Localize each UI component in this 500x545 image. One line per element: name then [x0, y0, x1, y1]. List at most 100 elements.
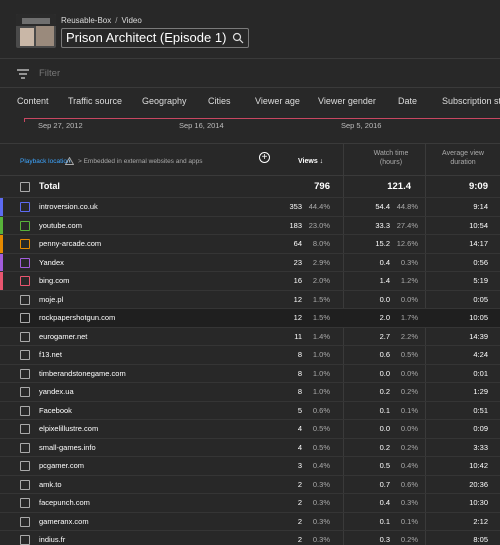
row-source-name[interactable]: facepunch.com [39, 498, 90, 507]
row-checkbox[interactable] [20, 257, 30, 268]
table-row[interactable]: pcgamer.com 3 0.4% 0.5 0.4% 10:42 [0, 456, 500, 475]
filter-input[interactable]: Filter [39, 68, 61, 79]
row-checkbox[interactable] [20, 387, 30, 397]
row-source-name[interactable]: moje.pl [39, 294, 64, 304]
row-checkbox[interactable] [20, 405, 30, 416]
table-row[interactable]: bing.com 16 2.0% 1.4 1.2% 5:19 [0, 271, 500, 290]
row-checkbox[interactable] [20, 442, 30, 453]
row-source-name[interactable]: timberandstonegame.com [39, 368, 126, 378]
row-watch-time: 0.0 [379, 368, 390, 378]
table-row[interactable]: Yandex 23 2.9% 0.4 0.3% 0:56 [0, 252, 500, 272]
series-color-bar [0, 309, 3, 327]
row-source-name[interactable]: penny-arcade.com [39, 239, 102, 248]
total-label: Total [39, 181, 60, 191]
row-watch-percent: 0.6% [400, 479, 418, 489]
row-source-name[interactable]: introversion.co.uk [39, 202, 98, 211]
table-row[interactable]: timberandstonegame.com 8 1.0% 0.0 0.0% 0:01 [0, 363, 500, 383]
tab-cities[interactable]: Cities [208, 96, 231, 106]
row-source-name[interactable]: yandex.ua [39, 387, 74, 396]
table-row[interactable]: yandex.ua 8 1.0% 0.2 0.2% 1:29 [0, 382, 500, 401]
row-source-name[interactable]: Yandex [39, 257, 64, 267]
table-row[interactable]: indius.fr 2 0.3% 0.3 0.2% 8:05 [0, 530, 500, 545]
row-checkbox[interactable] [20, 276, 30, 286]
row-source-name[interactable]: pcgamer.com [39, 461, 85, 470]
row-views-percent: 1.5% [312, 294, 330, 304]
tab-geography[interactable]: Geography [142, 96, 187, 106]
table-row[interactable]: rockpapershotgun.com 12 1.5% 2.0 1.7% 10:05 [0, 308, 500, 327]
row-views: 3 [297, 461, 302, 470]
video-title-selector[interactable]: Prison Architect (Episode 1) [61, 28, 250, 48]
row-source-name[interactable]: bing.com [39, 276, 70, 285]
row-watch-percent: 12.6% [396, 239, 418, 248]
column-header-views[interactable]: Views ↓ [298, 158, 324, 165]
table-row[interactable]: gameranx.com 2 0.3% 0.1 0.1% 2:12 [0, 511, 500, 531]
row-watch-time: 54.4 [375, 202, 390, 211]
filter-icon[interactable] [17, 69, 29, 79]
row-source-name[interactable]: youtube.com [39, 220, 82, 230]
row-source-name[interactable]: Facebook [39, 405, 72, 415]
table-row[interactable]: Facebook 5 0.6% 0.1 0.1% 0:51 [0, 400, 500, 420]
search-icon[interactable] [232, 32, 244, 44]
row-watch-time: 0.2 [379, 387, 390, 396]
tab-viewer-age[interactable]: Viewer age [255, 96, 300, 106]
row-source-name[interactable]: indius.fr [39, 535, 66, 544]
row-watch-time: 0.3 [379, 535, 390, 544]
row-views-percent: 1.0% [312, 350, 330, 359]
column-header-watch-time[interactable]: Watch time (hours) [373, 150, 409, 166]
tab-traffic-source[interactable]: Traffic source [68, 96, 123, 106]
table-row[interactable]: amk.to 2 0.3% 0.7 0.6% 20:36 [0, 474, 500, 494]
row-source-name[interactable]: amk.to [39, 479, 62, 489]
row-source-name[interactable]: f13.net [39, 350, 62, 359]
filter-bar[interactable]: Filter [0, 58, 500, 88]
row-checkbox[interactable] [20, 368, 30, 379]
dimension-label[interactable]: Playback location [20, 158, 71, 165]
tab-viewer-gender[interactable]: Viewer gender [318, 96, 376, 106]
table-row[interactable]: eurogamer.net 11 1.4% 2.7 2.2% 14:39 [0, 326, 500, 346]
row-source-name[interactable]: small-games.info [39, 442, 96, 452]
row-watch-percent: 1.2% [400, 276, 418, 285]
table-row[interactable]: facepunch.com 2 0.3% 0.4 0.3% 10:30 [0, 493, 500, 512]
total-checkbox[interactable] [20, 182, 30, 192]
table-row[interactable]: elpixelillustre.com 4 0.5% 0.0 0.0% 0:09 [0, 419, 500, 438]
row-checkbox[interactable] [20, 535, 30, 545]
row-views-percent: 23.0% [308, 220, 330, 230]
row-avg-duration: 10:05 [469, 313, 488, 322]
tab-subscription-status[interactable]: Subscription st [442, 96, 500, 106]
add-column-button[interactable]: + [259, 152, 270, 163]
row-source-name[interactable]: elpixelillustre.com [39, 424, 99, 433]
tab-date[interactable]: Date [398, 96, 418, 106]
row-checkbox[interactable] [20, 461, 30, 471]
row-checkbox[interactable] [20, 479, 30, 490]
row-checkbox[interactable] [20, 294, 30, 305]
row-source-name[interactable]: eurogamer.net [39, 331, 88, 341]
column-header-avg-duration[interactable]: Average view duration [442, 150, 484, 166]
tab-content[interactable]: Content [17, 96, 49, 106]
breadcrumb-channel[interactable]: Reusable-Box [61, 16, 112, 25]
table-row[interactable]: introversion.co.uk 353 44.4% 54.4 44.8% 9:14 [0, 197, 500, 216]
table-row[interactable]: penny-arcade.com 64 8.0% 15.2 12.6% 14:17 [0, 234, 500, 253]
breadcrumb-section[interactable]: Video [121, 16, 142, 25]
row-checkbox[interactable] [20, 498, 30, 508]
row-watch-time: 0.0 [379, 424, 390, 433]
table-row[interactable]: f13.net 8 1.0% 0.6 0.5% 4:24 [0, 345, 500, 364]
row-checkbox[interactable] [20, 313, 30, 323]
table-row[interactable]: moje.pl 12 1.5% 0.0 0.0% 0:05 [0, 289, 500, 309]
row-checkbox[interactable] [20, 424, 30, 434]
row-views-percent: 0.3% [312, 479, 330, 489]
row-views: 64 [293, 239, 302, 248]
row-checkbox[interactable] [20, 202, 30, 212]
row-checkbox[interactable] [20, 350, 30, 360]
row-checkbox[interactable] [20, 331, 30, 342]
series-color-bar [0, 328, 3, 346]
row-views: 8 [297, 350, 302, 359]
row-source-name[interactable]: gameranx.com [39, 516, 89, 526]
series-color-bar [0, 457, 3, 475]
row-checkbox[interactable] [20, 516, 30, 527]
row-checkbox[interactable] [20, 220, 30, 231]
row-watch-percent: 0.0% [400, 424, 418, 433]
row-checkbox[interactable] [20, 239, 30, 249]
video-thumbnail[interactable] [16, 14, 56, 48]
table-row[interactable]: small-games.info 4 0.5% 0.2 0.2% 3:33 [0, 437, 500, 457]
row-source-name[interactable]: rockpapershotgun.com [39, 313, 116, 322]
table-row[interactable]: youtube.com 183 23.0% 33.3 27.4% 10:54 [0, 215, 500, 235]
